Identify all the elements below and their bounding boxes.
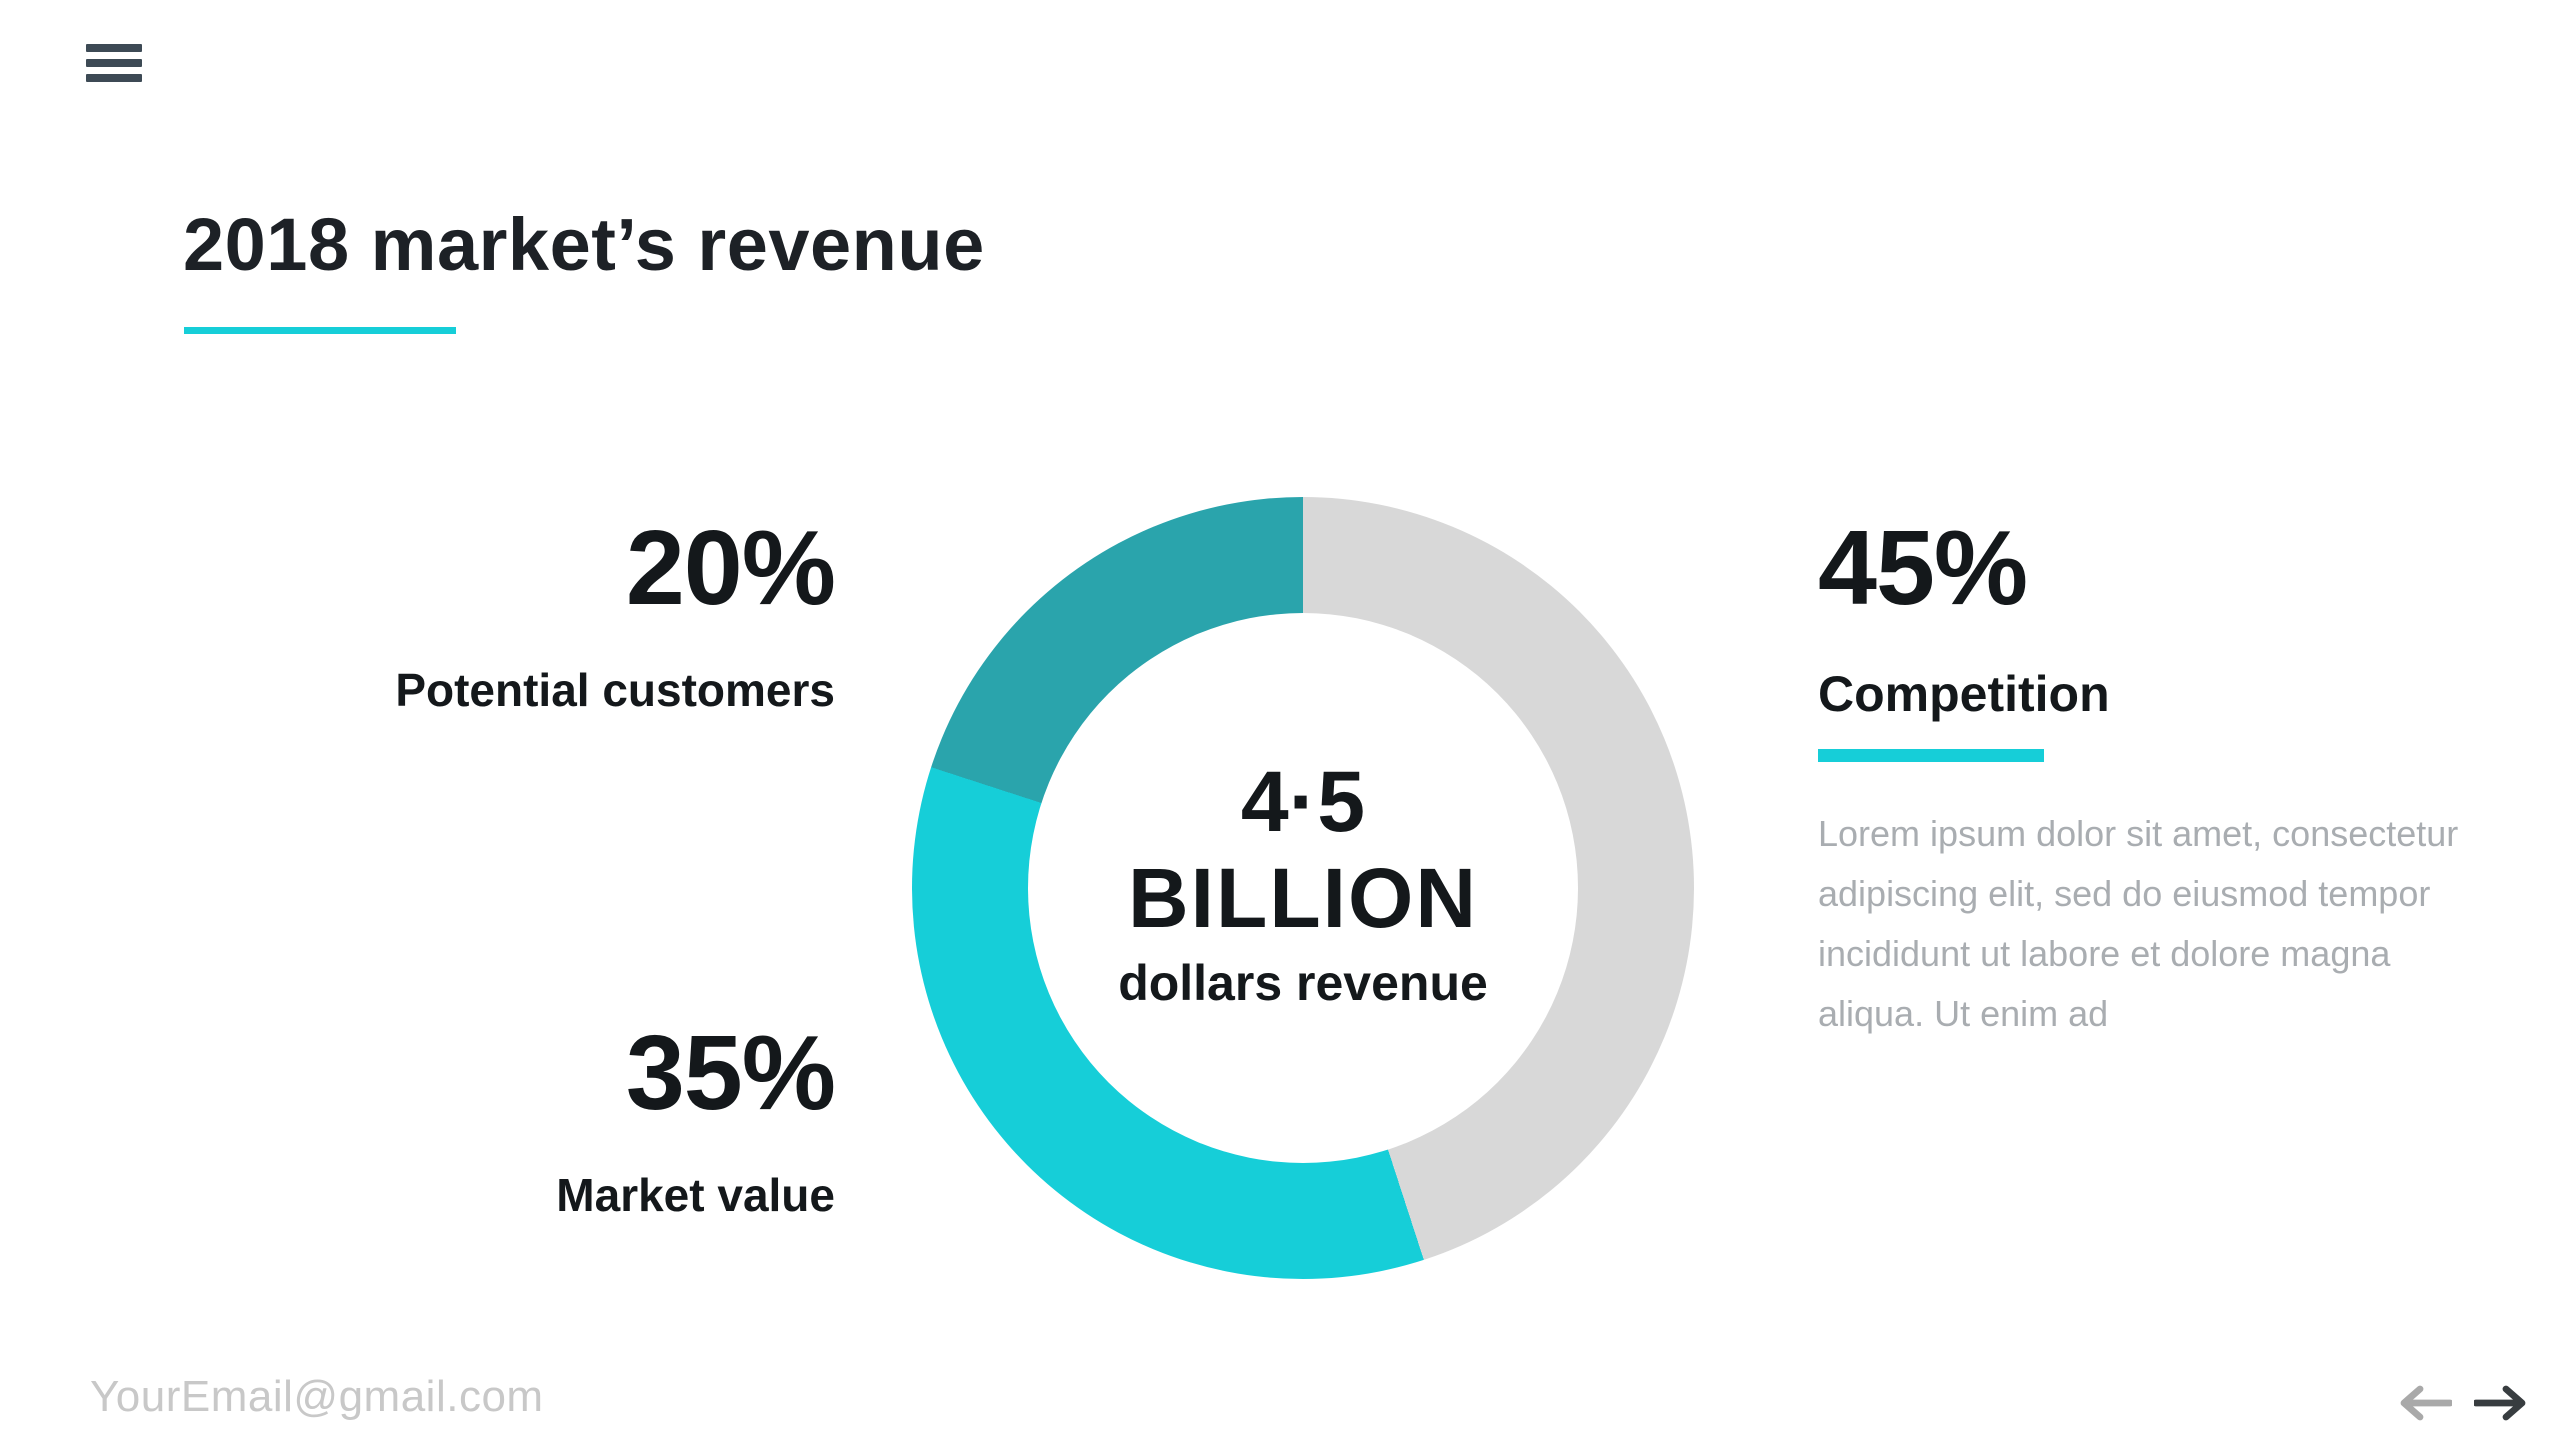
potential-customers-value: 20% xyxy=(625,509,836,627)
menu-bar xyxy=(86,44,142,52)
slide-nav xyxy=(2394,1378,2532,1428)
callout-competition: 45% Competition Lorem ipsum dolor sit am… xyxy=(1818,515,2538,1044)
competition-label: Competition xyxy=(1818,666,2110,722)
page-title: 2018 market’s revenue xyxy=(183,203,985,286)
menu-bar xyxy=(86,59,142,67)
prev-slide-button[interactable] xyxy=(2394,1378,2456,1428)
donut-center-caption: dollars revenue xyxy=(1118,955,1488,1012)
donut-center-unit: BILLION xyxy=(1128,850,1478,945)
callout-potential-customers: 20% Potential customers xyxy=(200,509,836,717)
next-slide-button[interactable] xyxy=(2470,1378,2532,1428)
competition-description: Lorem ipsum dolor sit amet, consectetur … xyxy=(1818,813,2459,1034)
menu-icon[interactable] xyxy=(86,44,142,82)
arrow-right-icon xyxy=(2474,1385,2526,1421)
callout-market-value: 35% Market value xyxy=(200,1014,836,1222)
arrow-left-icon xyxy=(2400,1385,2452,1421)
donut-center-value: 4·5 xyxy=(1240,753,1366,850)
donut-chart: 4·5 BILLION dollars revenue xyxy=(912,497,1694,1279)
potential-customers-label: Potential customers xyxy=(395,664,835,716)
competition-underline xyxy=(1818,749,2044,762)
title-underline xyxy=(184,327,456,334)
market-value-value: 35% xyxy=(625,1014,836,1132)
competition-value: 45% xyxy=(1818,509,2028,627)
menu-bar xyxy=(86,74,142,82)
donut-center: 4·5 BILLION dollars revenue xyxy=(1028,613,1578,1163)
market-value-label: Market value xyxy=(556,1169,835,1221)
footer-email: YourEmail@gmail.com xyxy=(90,1372,544,1421)
